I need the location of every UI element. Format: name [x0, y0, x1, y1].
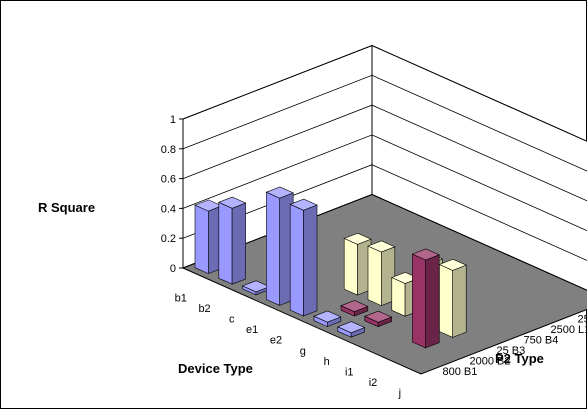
y-tick-label: 1 [170, 114, 176, 126]
x-tick-label: b2 [198, 303, 210, 315]
z-tick-label: 750 B4 [524, 334, 559, 346]
bar-top [218, 196, 247, 209]
bar-front [289, 203, 304, 317]
bar [313, 310, 342, 328]
bar-top [289, 198, 318, 211]
x-tick-label: c [229, 314, 235, 326]
bar-top [438, 258, 467, 271]
y-tick-label: 0.2 [161, 233, 176, 245]
bar [289, 198, 318, 317]
y-tick-label: 0.8 [161, 144, 176, 156]
x-tick-label: h [324, 356, 330, 368]
bar [265, 186, 294, 306]
bar-front [367, 245, 382, 307]
gridline [182, 164, 587, 261]
bar-front [194, 204, 209, 275]
gridline [182, 45, 587, 142]
x-tick-label: i1 [345, 367, 354, 379]
bar [343, 232, 372, 296]
bar-top [411, 248, 440, 261]
z-tick-label: 2000 B2 [470, 355, 511, 367]
y-tick-label: 0.6 [161, 174, 176, 186]
x-tick-label: e2 [270, 335, 282, 347]
z-axis-title: P2 Type [495, 351, 544, 366]
gridline [182, 104, 587, 202]
bar-side [452, 264, 467, 338]
bar-side [303, 204, 318, 317]
bar [411, 248, 440, 349]
bar-front [439, 264, 454, 338]
bar [438, 258, 467, 338]
bar [367, 240, 396, 307]
bar-top [343, 232, 372, 245]
bar-top [340, 300, 369, 313]
bar-side [425, 254, 440, 349]
x-tick-label: e1 [246, 324, 258, 336]
bar-side [231, 202, 246, 285]
z-tick-label: 25 B3 [497, 345, 526, 357]
gridline [182, 194, 587, 291]
bar [337, 321, 366, 338]
bar-front [343, 237, 358, 296]
z-tick-label: 25 L2 [578, 313, 587, 325]
bar-top [313, 310, 342, 323]
x-tick-label: b1 [175, 292, 187, 304]
bar [340, 300, 369, 317]
z-tick-label: 2500 L1 [551, 324, 587, 336]
bar-top [367, 240, 396, 253]
y-tick-label: 0 [170, 263, 176, 275]
x-tick-label: g [300, 345, 306, 357]
x-tick-label: j [398, 388, 401, 400]
bar-front [266, 191, 281, 306]
bar-front [391, 277, 406, 317]
bar-top [337, 321, 366, 334]
bar-front [218, 201, 233, 285]
bar-front [412, 253, 427, 349]
bar-top [364, 310, 393, 323]
bar [194, 199, 223, 275]
chart-bars [194, 186, 467, 349]
bar [241, 280, 271, 296]
bar [218, 196, 247, 285]
bar-top [265, 186, 294, 199]
x-axis-title: Device Type [178, 361, 253, 376]
bar [364, 310, 393, 328]
z-tick-label: 800 B1 [443, 366, 478, 378]
chart-labels: 0 0.2 0.4 0.6 0.8 1 b1 b2 c e1 e2 g h i1 i2 j 800 B12000… [161, 114, 587, 400]
x-tick-label: i2 [369, 377, 378, 389]
y-axis-title: R Square [38, 200, 95, 215]
gridline [182, 74, 587, 172]
y-tick-label: 0.4 [161, 203, 176, 215]
gridline [182, 134, 587, 232]
